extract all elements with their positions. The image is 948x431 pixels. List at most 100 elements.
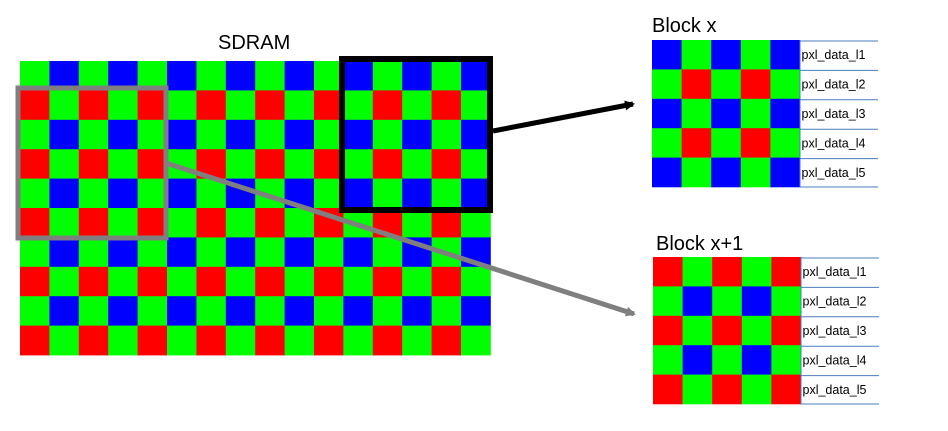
block-x-pixel	[711, 40, 742, 70]
sdram-pixel	[343, 90, 374, 121]
sdram-pixel	[108, 296, 138, 326]
block-x1-pixel	[741, 257, 772, 287]
block-x-pixel	[681, 128, 712, 158]
sdram-pixel	[167, 119, 197, 150]
sdram-pixel	[108, 178, 138, 209]
sdram-pixel	[372, 61, 403, 91]
sdram-pixel	[225, 149, 256, 179]
sdram-pixel	[284, 61, 315, 91]
block-x1-pixel	[741, 286, 772, 317]
sdram-pixel	[167, 178, 197, 209]
sdram-pixel	[343, 325, 374, 356]
block-x-pixel	[770, 98, 801, 129]
block-x1-pixel	[741, 345, 772, 375]
sdram-pixel	[196, 296, 227, 326]
sdram-pixel	[314, 61, 344, 91]
sdram-pixel	[196, 325, 227, 356]
sdram-pixel	[20, 178, 50, 209]
sdram-pixel	[343, 61, 374, 91]
block-x-pixel	[770, 128, 801, 158]
arrow-to-block-x	[492, 100, 635, 134]
row-label: pxl_data_l1	[803, 265, 867, 279]
sdram-pixel	[78, 149, 109, 179]
block-x1-pixel	[653, 374, 683, 405]
sdram-pixel	[431, 325, 462, 356]
block-x1-title: Block x+1	[656, 233, 743, 255]
sdram-pixel	[49, 119, 80, 150]
block-x1-pixel	[653, 315, 683, 346]
block-x1-pixel	[682, 315, 713, 346]
sdram-title: SDRAM	[218, 32, 290, 54]
block-x-pixel	[652, 128, 682, 158]
sdram-pixel	[402, 296, 432, 326]
sdram-pixel	[20, 90, 50, 121]
sdram-pixel	[284, 149, 315, 179]
sdram-pixel	[314, 90, 344, 121]
sdram-pixel	[402, 266, 432, 297]
block-x-pixel	[770, 157, 801, 188]
block-x1-pixel	[653, 345, 683, 375]
sdram-pixel	[78, 178, 109, 209]
sdram-pixel	[137, 178, 168, 209]
block-x1-pixel	[771, 315, 802, 346]
sdram-pixel	[225, 266, 256, 297]
sdram-pixel	[49, 266, 80, 297]
sdram-pixel	[137, 208, 168, 238]
sdram-pixel	[78, 325, 109, 356]
block-x1-pixel	[682, 257, 713, 287]
sdram-pixel	[196, 266, 227, 297]
sdram-pixel	[108, 325, 138, 356]
sdram-pixel	[20, 149, 50, 179]
sdram-pixel	[343, 266, 374, 297]
sdram-pixel	[314, 237, 344, 268]
sdram-pixel	[343, 237, 374, 268]
sdram-pixel	[137, 266, 168, 297]
row-label: pxl_data_l5	[802, 166, 866, 180]
sdram-pixel	[225, 325, 256, 356]
sdram-pixel	[402, 119, 432, 150]
sdram-pixel	[255, 237, 285, 268]
block-x1-pixel	[712, 345, 743, 375]
sdram-pixel	[314, 119, 344, 150]
sdram-pixel	[284, 237, 315, 268]
block-x-pixel	[711, 69, 742, 100]
row-label: pxl_data_l3	[803, 324, 867, 338]
block-x-pixel	[711, 98, 742, 129]
sdram-pixel	[49, 208, 80, 238]
sdram-pixel	[372, 296, 403, 326]
sdram-pixel	[255, 208, 285, 238]
block-x1-pixel	[741, 315, 772, 346]
sdram-pixel	[431, 90, 462, 121]
sdram-pixel	[78, 90, 109, 121]
block-x-pixel	[652, 40, 682, 70]
sdram-pixel	[461, 296, 491, 326]
sdram-pixel	[196, 61, 227, 91]
block-x1-pixel	[712, 286, 743, 317]
sdram-pixel	[372, 119, 403, 150]
sdram-pixel	[108, 119, 138, 150]
sdram-pixel	[225, 237, 256, 268]
sdram-pixel	[431, 149, 462, 179]
arrow-to-block-x1	[165, 160, 636, 317]
sdram-pixel	[461, 61, 491, 91]
sdram-pixel	[343, 296, 374, 326]
sdram-pixel	[20, 208, 50, 238]
sdram-pixel	[225, 208, 256, 238]
sdram-pixel	[137, 237, 168, 268]
sdram-pixel	[402, 61, 432, 91]
block-x-pixel	[681, 98, 712, 129]
sdram-pixel	[167, 90, 197, 121]
sdram-pixel	[167, 208, 197, 238]
block-x-pixel	[740, 157, 771, 188]
sdram-pixel	[343, 178, 374, 209]
sdram-pixel	[49, 237, 80, 268]
block-x1-pixel	[771, 345, 802, 375]
sdram-pixel	[284, 266, 315, 297]
sdram-pixel	[196, 237, 227, 268]
sdram-pixel	[108, 90, 138, 121]
block-x-pixel	[652, 98, 682, 129]
block-x-pixel	[681, 40, 712, 70]
block-x1-pixel	[771, 374, 802, 405]
sdram-pixel	[20, 296, 50, 326]
sdram-pixel	[49, 90, 80, 121]
